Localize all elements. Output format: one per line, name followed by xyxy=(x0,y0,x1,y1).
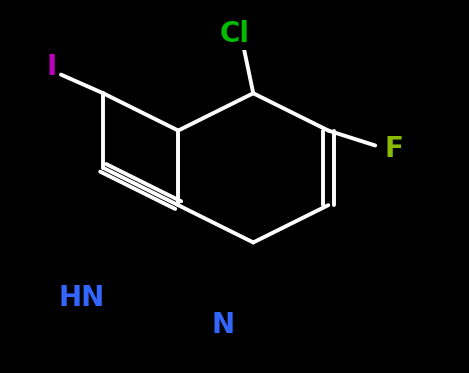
Text: Cl: Cl xyxy=(219,21,250,48)
Text: N: N xyxy=(211,310,234,339)
Text: HN: HN xyxy=(59,284,105,313)
Text: I: I xyxy=(47,53,57,81)
Text: F: F xyxy=(385,135,403,163)
